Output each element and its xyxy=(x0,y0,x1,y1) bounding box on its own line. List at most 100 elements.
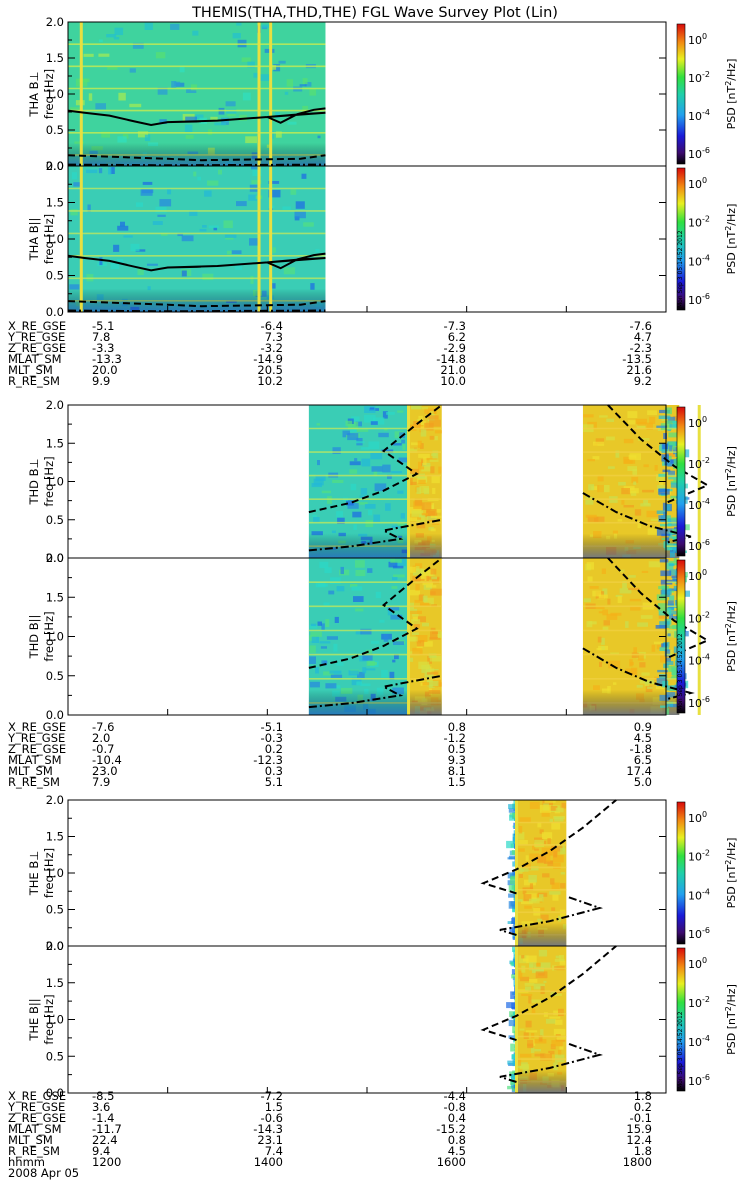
spectrogram-0-speck xyxy=(253,72,258,78)
colorbar-tick-exponent: -6 xyxy=(702,292,710,301)
spectrogram-0-speck xyxy=(506,840,518,849)
spectrogram-0-speck xyxy=(278,60,286,64)
spectrogram-1-speck xyxy=(429,435,435,440)
spectrogram-0-speck xyxy=(302,105,309,114)
spectrogram-0-speck xyxy=(381,449,394,453)
spectrogram-0-speck xyxy=(137,131,149,138)
spectrogram-2-speck xyxy=(623,438,634,444)
spectrogram-0-speck xyxy=(508,1035,519,1039)
ephemeris-value: 6.5 xyxy=(634,753,652,767)
spectrogram-3-speck xyxy=(670,495,681,499)
spectrogram-0-speck xyxy=(385,503,391,511)
spectrogram-0-speck xyxy=(181,235,194,242)
spectrogram-3-speck xyxy=(664,547,673,551)
spectrogram-3-speck xyxy=(668,613,673,619)
spectrogram-3-speck xyxy=(665,537,670,545)
spectrogram-0-speck xyxy=(304,82,312,87)
spectrogram-1-speck xyxy=(436,509,441,513)
spectrogram-3-speck xyxy=(664,649,671,657)
spectrogram-0-speck xyxy=(356,681,362,686)
panel-label: THE B⊥ xyxy=(27,851,41,897)
spectrogram-1-speck xyxy=(528,866,539,871)
curve-dashed xyxy=(480,799,617,895)
spectrogram-0-speck xyxy=(390,559,402,563)
spectrogram-2-speck xyxy=(637,521,642,529)
spectrogram-0-speck xyxy=(349,429,357,433)
spectrogram-0-speck xyxy=(347,421,359,430)
spectrogram-0-speck xyxy=(325,619,330,627)
spectrogram-0-speck xyxy=(367,662,377,666)
spectrogram-1-speck xyxy=(428,653,437,658)
spectrogram-0-speck xyxy=(221,117,229,125)
colorbar-tick-base: 10 xyxy=(688,889,702,902)
spectrogram-0-speck xyxy=(321,490,331,494)
curve-dashed xyxy=(67,154,326,162)
spectrogram-1-low-frequency-region xyxy=(516,1069,567,1093)
spectrogram-0-speck xyxy=(349,469,358,474)
colorbar-tick-exponent: 0 xyxy=(702,415,707,424)
spectrogram-3-speck xyxy=(669,569,679,576)
spectrogram-2-speck xyxy=(603,620,610,626)
spectrogram-1-speck xyxy=(420,443,424,449)
spectrogram-0-speck xyxy=(317,460,320,466)
ephemeris-value: -0.1 xyxy=(630,1111,652,1125)
spectrogram-3-speck xyxy=(673,447,678,455)
y-tick-label: 2.0 xyxy=(46,398,64,412)
spectrogram-0-speck xyxy=(391,586,398,589)
spectrogram-1-speck xyxy=(529,853,540,860)
spectrogram-1-speck xyxy=(410,442,421,446)
spectrogram-3-speck xyxy=(669,688,679,691)
spectrogram-0-speck xyxy=(359,495,366,498)
spectrogram-1-speck xyxy=(549,818,553,823)
spectrogram-3-speck xyxy=(661,588,672,595)
spectrogram-1-speck xyxy=(540,986,545,994)
spectrogram-0-speck xyxy=(315,667,319,674)
colorbar-label: PSD [nT2/Hz] xyxy=(724,984,738,1055)
ephemeris-value: 1.8 xyxy=(634,1144,652,1158)
spectrogram-0-speck xyxy=(511,974,517,979)
spectrogram-0-speck xyxy=(360,683,371,687)
spectrogram-1-speck xyxy=(560,848,566,855)
spectrogram-1-speck xyxy=(519,867,529,872)
spectrogram-1 xyxy=(516,946,567,1093)
spectrogram-1-speck xyxy=(534,1049,541,1052)
spectrogram-0-speck xyxy=(397,410,404,413)
spectrogram-2-speck xyxy=(618,481,626,486)
colorbar-tick-base: 10 xyxy=(688,499,702,512)
spectrogram-0-speck xyxy=(379,619,385,623)
spectrogram-0-speck xyxy=(98,168,103,174)
spectrogram-2-speck xyxy=(623,456,636,464)
spectrogram-1-speck xyxy=(553,862,561,869)
spectrogram-0-speck xyxy=(512,825,518,828)
spectrogram-0-speck xyxy=(316,423,321,426)
ephemeris-value: 0.8 xyxy=(448,1133,466,1147)
spectrogram-1-speck xyxy=(430,627,436,632)
colorbar-tick-exponent: 0 xyxy=(702,956,707,965)
spectrogram-0-speck xyxy=(241,57,251,62)
spectrogram-1-speck xyxy=(428,684,435,689)
spectrogram-2-speck xyxy=(647,528,660,535)
spectrogram-1-speck xyxy=(526,955,537,964)
spectrogram-0-speck xyxy=(320,646,327,649)
ephemeris-label: MLT_SM xyxy=(8,764,53,778)
y-tick-label: 2.0 xyxy=(46,15,64,29)
spectrogram-0-speck xyxy=(108,166,112,175)
spectrogram-0-speck xyxy=(345,420,353,427)
spectrogram-2-speck xyxy=(642,489,654,493)
spectrogram-2-speck xyxy=(592,590,602,597)
colorbar-tick-base: 10 xyxy=(688,851,702,864)
colorbar-tick-base: 10 xyxy=(688,110,702,123)
spectrogram-0-speck xyxy=(136,202,143,207)
ephemeris-value: 0.4 xyxy=(448,1111,466,1125)
spectrogram-1-speck xyxy=(415,563,423,568)
spectrogram-1-speck xyxy=(422,581,434,586)
colorbar-tick-exponent: -2 xyxy=(702,610,710,619)
spectrogram-0-speck xyxy=(251,166,259,170)
spectrogram-2-speck xyxy=(615,594,623,597)
spectrogram-2-speck xyxy=(621,499,625,505)
spectrogram-1-speck xyxy=(551,1040,563,1047)
spectrogram-1-speck xyxy=(551,993,562,996)
colorbar-tick-exponent: -6 xyxy=(702,926,710,935)
